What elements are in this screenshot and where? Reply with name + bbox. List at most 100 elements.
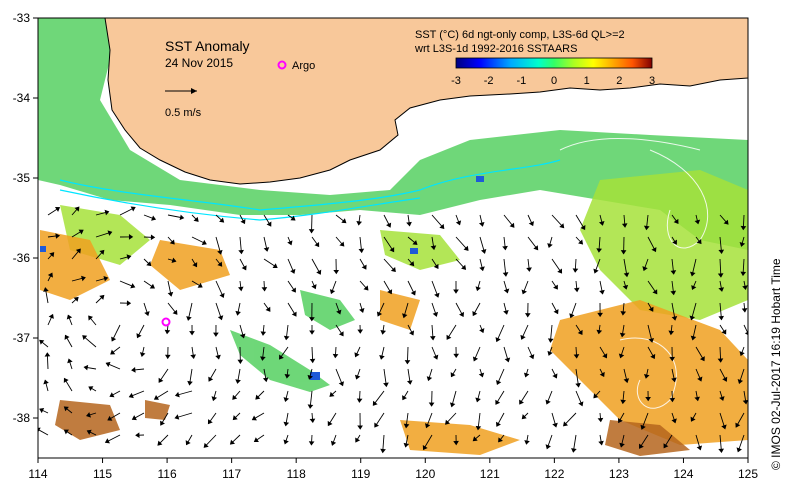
x-tick-label: 122	[544, 467, 564, 481]
velocity-arrowhead	[439, 223, 445, 230]
velocity-arrowhead	[577, 329, 583, 335]
velocity-arrowhead	[64, 334, 70, 340]
x-tick-label: 114	[28, 467, 47, 481]
velocity-arrowhead	[741, 308, 748, 313]
velocity-arrowhead	[203, 442, 209, 448]
velocity-arrowhead	[432, 311, 439, 317]
velocity-arrowhead	[169, 239, 175, 245]
velocity-arrowhead	[354, 352, 360, 358]
anomaly-orange-patches	[40, 230, 748, 455]
velocity-arrowhead	[648, 337, 655, 343]
velocity-arrowhead	[357, 425, 363, 430]
velocity-arrowhead	[160, 420, 165, 426]
velocity-arrowhead	[260, 356, 266, 361]
velocity-arrowhead	[88, 315, 94, 321]
velocity-arrowhead	[643, 225, 650, 231]
velocity-arrowhead	[502, 272, 509, 277]
velocity-arrowhead	[131, 367, 136, 373]
velocity-arrowhead	[99, 249, 105, 255]
velocity-arrowhead	[207, 419, 213, 425]
velocity-arrowhead	[283, 335, 290, 341]
velocity-arrowhead	[189, 331, 195, 336]
velocity-arrowhead	[552, 422, 558, 428]
velocity-arrowhead	[332, 353, 339, 359]
colorbar-tick-label: -3	[451, 75, 461, 87]
velocity-arrowhead	[598, 440, 604, 446]
velocity-arrowhead	[73, 296, 79, 302]
velocity-arrowhead	[478, 372, 485, 378]
velocity-arrowhead	[251, 415, 257, 421]
anomaly-blue-specks	[40, 176, 484, 380]
velocity-arrowhead	[329, 391, 335, 397]
velocity-arrowhead	[128, 234, 134, 240]
velocity-arrowhead	[78, 229, 84, 235]
velocity-arrowhead	[217, 249, 223, 255]
velocity-arrowhead	[262, 377, 269, 383]
velocity-arrowhead	[126, 300, 132, 307]
velocity-arrowhead	[553, 309, 559, 315]
velocity-arrowhead	[619, 442, 625, 448]
velocity-arrowhead	[197, 282, 203, 288]
velocity-arrowhead	[475, 286, 481, 292]
velocity-arrowhead	[314, 241, 320, 248]
x-tick-label: 124	[673, 467, 693, 481]
velocity-arrowhead	[691, 285, 697, 291]
velocity-arrowhead	[186, 316, 192, 321]
velocity-arrowhead	[573, 287, 580, 293]
velocity-arrowhead	[620, 311, 627, 316]
velocity-arrowhead	[402, 313, 408, 319]
x-tick-label: 118	[287, 467, 306, 481]
velocity-arrowhead	[475, 397, 481, 403]
velocity-arrowhead	[619, 332, 626, 338]
velocity-arrowhead	[355, 437, 361, 443]
velocity-arrowhead	[187, 380, 193, 386]
velocity-arrowhead	[387, 289, 393, 295]
velocity-arrowhead	[718, 448, 724, 453]
velocity-arrowhead	[651, 247, 657, 253]
velocity-arrowhead	[150, 234, 156, 241]
velocity-arrowhead	[569, 313, 575, 319]
velocity-arrowhead	[433, 354, 439, 360]
y-tick-label: -37	[13, 331, 31, 345]
velocity-arrowhead	[453, 353, 460, 359]
velocity-arrowhead	[578, 239, 584, 245]
velocity-arrowhead	[596, 329, 603, 335]
y-tick-label: -34	[13, 91, 31, 105]
velocity-arrowhead	[309, 317, 315, 322]
velocity-arrowhead	[372, 400, 378, 406]
velocity-scale-label: 0.5 m/s	[165, 107, 202, 119]
velocity-arrowhead	[235, 379, 241, 384]
velocity-arrowhead	[545, 399, 551, 405]
velocity-arrowhead	[307, 404, 314, 409]
velocity-arrowhead	[358, 248, 365, 254]
velocity-arrowhead	[49, 252, 55, 258]
velocity-arrowhead	[721, 329, 727, 335]
velocity-arrowhead	[722, 376, 728, 382]
velocity-arrowhead	[329, 289, 336, 295]
velocity-arrowhead	[63, 429, 69, 435]
credit-text: © IMOS 02-Jul-2017 16:19 Hobart Time	[769, 258, 783, 470]
velocity-arrowhead	[623, 378, 630, 384]
velocity-arrowhead	[429, 335, 436, 341]
y-tick-label: -35	[13, 171, 31, 185]
velocity-arrowhead	[86, 412, 91, 418]
velocity-arrowhead	[88, 386, 94, 392]
velocity-arrowhead	[669, 356, 676, 362]
velocity-arrowhead	[126, 254, 132, 260]
velocity-arrowhead	[721, 424, 727, 430]
velocity-arrowhead	[135, 432, 140, 439]
velocity-arrowhead	[699, 356, 705, 362]
velocity-arrowhead	[553, 284, 558, 290]
velocity-arrowhead	[389, 247, 395, 253]
velocity-arrowhead	[290, 268, 296, 274]
velocity-arrowhead	[240, 219, 246, 225]
velocity-arrow	[743, 324, 748, 335]
velocity-arrowhead	[472, 311, 478, 317]
velocity-arrowhead	[356, 221, 363, 226]
velocity-arrowhead	[83, 364, 89, 371]
velocity-arrowhead	[171, 257, 177, 263]
velocity-arrowhead	[131, 415, 137, 421]
velocity-arrowhead	[598, 220, 605, 226]
velocity-arrowhead	[167, 291, 174, 297]
